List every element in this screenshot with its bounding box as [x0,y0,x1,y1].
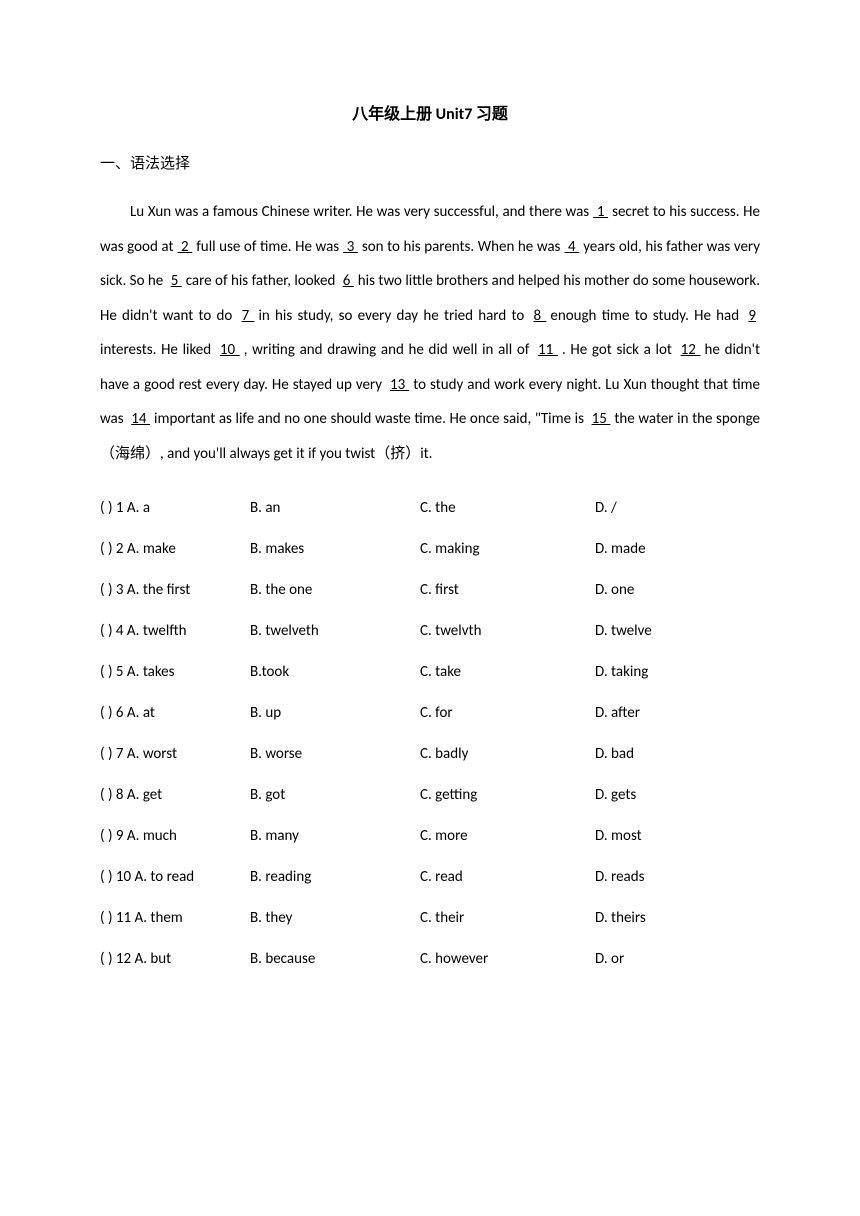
question-option-c: C. for [420,704,595,722]
question-option-d: D. after [595,704,695,722]
question-option-d: D. reads [595,868,695,886]
blank-15: 15 [588,410,615,428]
question-option-c: C. first [420,581,595,599]
question-row: ( ) 2 A. make B. makes C. making D. made [100,540,760,558]
question-row: ( ) 1 A. a B. an C. the D. / [100,499,760,517]
blank-10: 10 [216,341,244,359]
question-option-b: B. because [250,950,420,968]
passage-part: Lu Xun was a famous Chinese writer. He w… [130,203,589,221]
blank-9: 9 [744,307,760,325]
question-option-a: ( ) 12 A. but [100,950,250,968]
question-row: ( ) 8 A. get B. got C. getting D. gets [100,786,760,804]
question-option-a: ( ) 2 A. make [100,540,250,558]
question-option-d: D. most [595,827,695,845]
question-option-a: ( ) 4 A. twelfth [100,622,250,640]
question-row: ( ) 10 A. to read B. reading C. read D. … [100,868,760,886]
question-option-d: D. taking [595,663,695,681]
section-header: 一、语法选择 [100,152,760,173]
questions-list: ( ) 1 A. a B. an C. the D. / ( ) 2 A. ma… [100,499,760,968]
question-option-d: D. twelve [595,622,695,640]
question-option-a: ( ) 3 A. the first [100,581,250,599]
passage-part: care of his father, looked [186,272,339,290]
document-title: 八年级上册 Unit7 习题 [100,100,760,124]
question-option-b: B. twelveth [250,622,420,640]
question-option-a: ( ) 7 A. worst [100,745,250,763]
question-option-b: B. they [250,909,420,927]
passage-part: , writing and drawing and he did well in… [244,341,534,359]
question-option-c: C. however [420,950,595,968]
question-option-d: D. bad [595,745,695,763]
question-option-b: B. an [250,499,420,517]
question-row: ( ) 9 A. much B. many C. more D. most [100,827,760,845]
blank-11: 11 [534,341,562,359]
passage-part: interests. He liked [100,341,216,359]
question-row: ( ) 7 A. worst B. worse C. badly D. bad [100,745,760,763]
question-option-b: B. got [250,786,420,804]
question-row: ( ) 11 A. them B. they C. their D. their… [100,909,760,927]
passage-part: in his study, so every day he tried hard… [258,307,529,325]
question-option-d: D. theirs [595,909,695,927]
question-option-b: B. worse [250,745,420,763]
question-option-d: D. / [595,499,695,517]
question-option-b: B. reading [250,868,420,886]
blank-12: 12 [677,341,705,359]
passage-part: son to his parents. When he was [362,238,561,256]
question-option-a: ( ) 8 A. get [100,786,250,804]
question-option-a: ( ) 9 A. much [100,827,250,845]
question-option-c: C. badly [420,745,595,763]
question-row: ( ) 5 A. takes B.took C. take D. taking [100,663,760,681]
blank-14: 14 [127,410,154,428]
passage-part: important as life and no one should wast… [154,410,588,428]
cn-note-2: （挤） [375,446,420,462]
question-option-b: B. many [250,827,420,845]
blank-8: 8 [530,307,551,325]
question-option-c: C. their [420,909,595,927]
question-option-a: ( ) 11 A. them [100,909,250,927]
blank-13: 13 [386,376,413,394]
question-option-a: ( ) 1 A. a [100,499,250,517]
passage-text: Lu Xun was a famous Chinese writer. He w… [100,195,760,471]
question-row: ( ) 4 A. twelfth B. twelveth C. twelvth … [100,622,760,640]
question-option-b: B. makes [250,540,420,558]
question-option-b: B.took [250,663,420,681]
question-row: ( ) 12 A. but B. because C. however D. o… [100,950,760,968]
passage-part: , and you'll always get it if you twist [160,445,375,463]
passage-part: . He got sick a lot [562,341,677,359]
passage-part: enough time to study. He had [550,307,744,325]
question-option-d: D. one [595,581,695,599]
question-option-b: B. the one [250,581,420,599]
question-option-c: C. making [420,540,595,558]
question-option-a: ( ) 10 A. to read [100,868,250,886]
passage-part: full use of time. He was [196,238,339,256]
question-option-c: C. read [420,868,595,886]
blank-5: 5 [167,272,186,290]
question-row: ( ) 6 A. at B. up C. for D. after [100,704,760,722]
question-option-d: D. made [595,540,695,558]
question-row: ( ) 3 A. the first B. the one C. first D… [100,581,760,599]
blank-2: 2 [173,238,196,256]
question-option-c: C. twelvth [420,622,595,640]
passage-part: it. [420,445,432,463]
question-option-c: C. getting [420,786,595,804]
question-option-c: C. take [420,663,595,681]
blank-7: 7 [238,307,259,325]
blank-3: 3 [339,238,362,256]
question-option-b: B. up [250,704,420,722]
question-option-c: C. more [420,827,595,845]
question-option-a: ( ) 5 A. takes [100,663,250,681]
cn-note-1: （海绵） [100,446,160,462]
blank-1: 1 [589,203,612,221]
question-option-a: ( ) 6 A. at [100,704,250,722]
question-option-c: C. the [420,499,595,517]
question-option-d: D. or [595,950,695,968]
blank-6: 6 [339,272,358,290]
passage-part: the water in the sponge [614,410,760,428]
question-option-d: D. gets [595,786,695,804]
blank-4: 4 [560,238,583,256]
